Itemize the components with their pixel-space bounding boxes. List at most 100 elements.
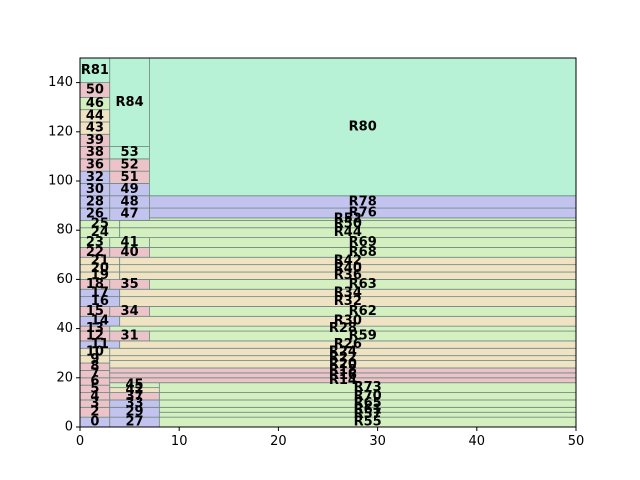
treemap-label-34: 34: [121, 304, 139, 319]
treemap-label-r81: R81: [81, 63, 109, 78]
plot-frame: [79, 57, 577, 428]
treemap-label-r22: R22: [329, 351, 357, 366]
treemap-label-21: 21: [91, 253, 109, 268]
treemap-label-48: 48: [121, 194, 139, 209]
treemap-label-r20: R20: [329, 357, 357, 372]
treemap-label-10: 10: [86, 344, 104, 359]
treemap-label-20: 20: [91, 261, 109, 276]
treemap-label-26: 26: [86, 207, 104, 222]
treemap-label-5: 5: [90, 381, 99, 396]
x-tick-label: 30: [369, 434, 386, 449]
treemap-label-r50: R50: [334, 217, 362, 232]
treemap-label-27: 27: [126, 415, 144, 430]
treemap-label-32: 32: [86, 170, 104, 185]
x-tick-label: 40: [469, 434, 486, 449]
y-axis: 0 20 40 60 80 100 120 140: [48, 75, 80, 435]
treemap-label-r40: R40: [334, 261, 362, 276]
y-tick-label: 40: [56, 321, 73, 336]
treemap-label-30: 30: [86, 182, 104, 197]
x-tick-label: 20: [270, 434, 287, 449]
x-tick-label: 0: [76, 434, 84, 449]
y-tick-label: 120: [48, 124, 73, 139]
treemap-labels: 0234567891011121314151617181920212223242…: [81, 63, 382, 430]
x-axis: 0 10 20 30 40 50: [76, 427, 584, 449]
x-tick-label: 50: [568, 434, 585, 449]
treemap-label-52: 52: [121, 158, 139, 173]
treemap-label-15: 15: [86, 304, 104, 319]
y-tick-label: 20: [56, 370, 73, 385]
treemap-label-r70: R70: [354, 389, 382, 404]
y-tick-label: 80: [56, 223, 73, 238]
y-tick-label: 140: [48, 75, 73, 90]
treemap-label-r28: R28: [329, 321, 357, 336]
treemap-label-31: 31: [121, 328, 139, 343]
treemap-label-29: 29: [126, 405, 144, 420]
treemap-label-r42: R42: [334, 253, 362, 268]
treemap-label-r30: R30: [334, 314, 362, 329]
treemap-label-r69: R69: [349, 235, 377, 250]
treemap-label-r57: R57: [354, 407, 382, 422]
treemap-label-7: 7: [90, 367, 99, 382]
treemap-label-4: 4: [90, 389, 99, 404]
treemap-label-9: 9: [90, 352, 99, 367]
treemap-label-12: 12: [86, 328, 104, 343]
treemap-label-18: 18: [86, 277, 104, 292]
x-tick-label: 10: [171, 434, 188, 449]
treemap-label-r26: R26: [334, 337, 362, 352]
treemap-label-41: 41: [121, 235, 139, 250]
y-tick-label: 100: [48, 174, 73, 189]
treemap-label-42: 42: [126, 383, 144, 398]
treemap-label-40: 40: [121, 245, 139, 260]
treemap-label-53: 53: [121, 145, 139, 160]
treemap-label-51: 51: [121, 170, 139, 185]
treemap-label-50: 50: [86, 82, 104, 97]
treemap-label-0: 0: [90, 415, 99, 430]
treemap-label-24: 24: [91, 225, 109, 240]
treemap-label-17: 17: [91, 285, 109, 300]
treemap-label-r36: R36: [334, 268, 362, 283]
treemap-label-2: 2: [90, 405, 99, 420]
treemap-label-16: 16: [91, 294, 109, 309]
treemap-label-r16: R16: [329, 368, 357, 383]
treemap-label-r34: R34: [334, 285, 362, 300]
treemap-label-22: 22: [86, 245, 104, 260]
y-tick-label: 0: [65, 420, 73, 435]
treemap-label-6: 6: [90, 374, 99, 389]
treemap-label-46: 46: [86, 96, 104, 111]
treemap-label-35: 35: [121, 277, 139, 292]
treemap-label-13: 13: [86, 321, 104, 336]
treemap-label-8: 8: [90, 359, 99, 374]
treemap-label-33: 33: [126, 396, 144, 411]
y-tick-label: 60: [56, 272, 73, 287]
treemap-label-r80: R80: [349, 119, 377, 134]
treemap-label-r63: R63: [349, 277, 377, 292]
treemap-label-38: 38: [86, 145, 104, 160]
treemap-label-r68: R68: [349, 245, 377, 260]
treemap-label-r62: R62: [349, 304, 377, 319]
treemap-label-r55: R55: [354, 415, 382, 430]
treemap-label-43: 43: [86, 121, 104, 136]
treemap-label-r18: R18: [329, 363, 357, 378]
treemap-label-39: 39: [86, 133, 104, 148]
treemap-label-r61: R61: [354, 402, 382, 417]
treemap-label-r65: R65: [354, 396, 382, 411]
treemap-label-45: 45: [126, 378, 144, 393]
treemap-label-36: 36: [86, 158, 104, 173]
treemap-label-r73: R73: [354, 380, 382, 395]
treemap-label-28: 28: [86, 194, 104, 209]
treemap-label-r84: R84: [116, 95, 144, 110]
treemap-label-49: 49: [121, 182, 139, 197]
treemap-label-r59: R59: [349, 328, 377, 343]
treemap-label-r24: R24: [329, 344, 357, 359]
treemap-label-14: 14: [91, 314, 109, 329]
treemap-label-23: 23: [86, 235, 104, 250]
treemap-label-r32: R32: [334, 294, 362, 309]
treemap-label-11: 11: [91, 337, 109, 352]
treemap-label-r78: R78: [349, 194, 377, 209]
treemap-rect-r84: [109, 57, 150, 147]
treemap-label-r76: R76: [349, 205, 377, 220]
treemap-label-19: 19: [91, 268, 109, 283]
treemap-label-3: 3: [90, 396, 99, 411]
treemap-label-r14: R14: [329, 373, 357, 388]
